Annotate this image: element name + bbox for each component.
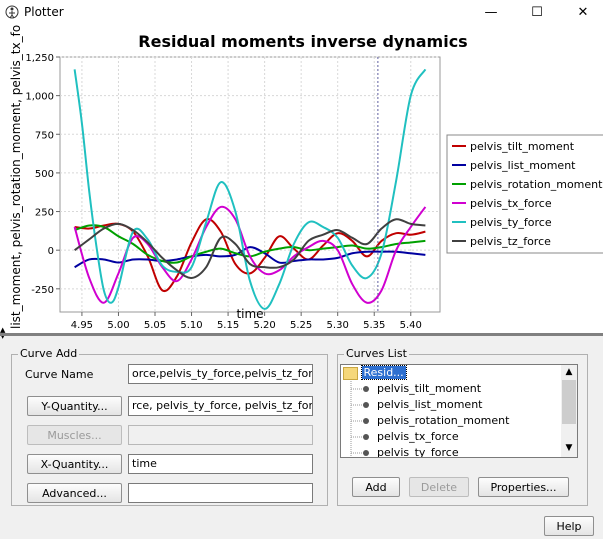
tree-root[interactable]: Resid... xyxy=(343,365,407,381)
legend-label: pelvis_tilt_moment xyxy=(470,140,575,153)
minimize-button[interactable]: — xyxy=(484,4,498,20)
curves-tree[interactable]: Resid... pelvis_tilt_moment pelvis_list_… xyxy=(340,364,578,458)
y-tick-label: 750 xyxy=(35,130,54,141)
advanced-field[interactable] xyxy=(128,483,313,503)
leaf-dot-icon xyxy=(363,450,369,456)
tree-lines xyxy=(350,381,363,457)
y-axis-label: list_moment, pelvis_rotation_moment, pel… xyxy=(9,24,23,329)
y-tick-label: 1,250 xyxy=(25,53,54,64)
y-tick-label: -250 xyxy=(31,285,54,296)
x-axis-label: time xyxy=(236,307,263,321)
splitter-bar[interactable] xyxy=(0,333,603,336)
chart-title: Residual moments inverse dynamics xyxy=(138,32,467,51)
x-tick-label: 4.95 xyxy=(71,320,93,331)
curve-add-legend: Curve Add xyxy=(18,347,80,360)
legend-label: pelvis_rotation_moment xyxy=(470,178,603,191)
series-line-pelvis-tx-force xyxy=(73,205,427,304)
x-quantity-button[interactable]: X-Quantity... xyxy=(27,454,122,474)
y-quantity-field[interactable]: rce, pelvis_ty_force, pelvis_tz_force xyxy=(128,396,313,416)
help-button[interactable]: Help xyxy=(544,516,594,536)
splitter-arrows-icon[interactable]: ▲ ▼ xyxy=(0,326,6,340)
tree-item[interactable]: pelvis_list_moment xyxy=(363,397,482,413)
series-line-pelvis-list-moment xyxy=(74,246,426,269)
window-title: Plotter xyxy=(24,5,64,19)
leaf-dot-icon xyxy=(363,386,369,392)
x-tick-label: 5.35 xyxy=(363,320,385,331)
chart-panel[interactable]: Residual moments inverse dynamics 1,250 1… xyxy=(0,24,603,334)
x-tick-label: 5.40 xyxy=(400,320,422,331)
curve-name-label: Curve Name xyxy=(25,368,94,381)
scroll-down-icon[interactable]: ▼ xyxy=(565,443,573,453)
app-icon xyxy=(5,5,19,19)
leaf-dot-icon xyxy=(363,418,369,424)
muscles-field[interactable] xyxy=(128,425,313,445)
close-button[interactable]: ✕ xyxy=(577,4,589,20)
advanced-button[interactable]: Advanced... xyxy=(27,483,122,503)
y-tick-label: 500 xyxy=(35,169,54,180)
x-tick-label: 5.15 xyxy=(217,320,239,331)
muscles-button[interactable]: Muscles... xyxy=(27,425,122,445)
x-tick-label: 5.30 xyxy=(327,320,349,331)
legend-label: pelvis_ty_force xyxy=(470,216,552,229)
tree-item[interactable]: pelvis_tilt_moment xyxy=(363,381,481,397)
add-button[interactable]: Add xyxy=(352,477,400,497)
x-tick-label: 5.05 xyxy=(144,320,166,331)
curves-list-legend: Curves List xyxy=(344,347,409,360)
curve-name-field[interactable]: orce,pelvis_ty_force,pelvis_tz_force xyxy=(128,364,313,384)
y-tick-label: 0 xyxy=(48,246,54,257)
chart-legend: pelvis_tilt_moment pelvis_list_momentpelv… xyxy=(446,134,603,254)
curve-add-group: Curve Add xyxy=(11,347,328,506)
series-line-pelvis-tz-force xyxy=(74,218,426,280)
series-line-pelvis-ty-force xyxy=(73,68,427,310)
tree-item[interactable]: pelvis_rotation_moment xyxy=(363,413,509,429)
x-tick-label: 5.10 xyxy=(180,320,202,331)
y-quantity-button[interactable]: Y-Quantity... xyxy=(27,396,122,416)
curves-list-group: Curves List xyxy=(337,347,588,506)
x-tick-label: 5.20 xyxy=(253,320,275,331)
scroll-up-icon[interactable]: ▲ xyxy=(565,367,573,377)
tree-scrollbar[interactable]: ▲ ▼ xyxy=(561,365,577,457)
tree-item[interactable]: pelvis_ty_force xyxy=(363,445,459,457)
tree-item[interactable]: pelvis_tx_force xyxy=(363,429,459,445)
delete-button[interactable]: Delete xyxy=(409,477,469,497)
legend-label: pelvis_tz_force xyxy=(470,235,551,248)
leaf-dot-icon xyxy=(363,402,369,408)
line-chart[interactable]: Residual moments inverse dynamics 1,250 1… xyxy=(0,24,603,334)
x-quantity-field[interactable]: time xyxy=(128,454,313,474)
y-tick-label: 1,000 xyxy=(25,92,54,103)
legend-label: pelvis_list_moment xyxy=(470,159,576,172)
title-bar: Plotter — ☐ ✕ xyxy=(0,0,603,24)
scroll-thumb[interactable] xyxy=(562,380,576,424)
x-tick-label: 5.00 xyxy=(107,320,129,331)
tree-root-label: Resid... xyxy=(360,365,407,380)
leaf-dot-icon xyxy=(363,434,369,440)
x-tick-label: 5.25 xyxy=(290,320,312,331)
maximize-button[interactable]: ☐ xyxy=(531,4,543,20)
folder-icon xyxy=(343,366,358,380)
y-tick-label: 250 xyxy=(35,208,54,219)
legend-label: pelvis_tx_force xyxy=(470,197,552,210)
properties-button[interactable]: Properties... xyxy=(478,477,569,497)
